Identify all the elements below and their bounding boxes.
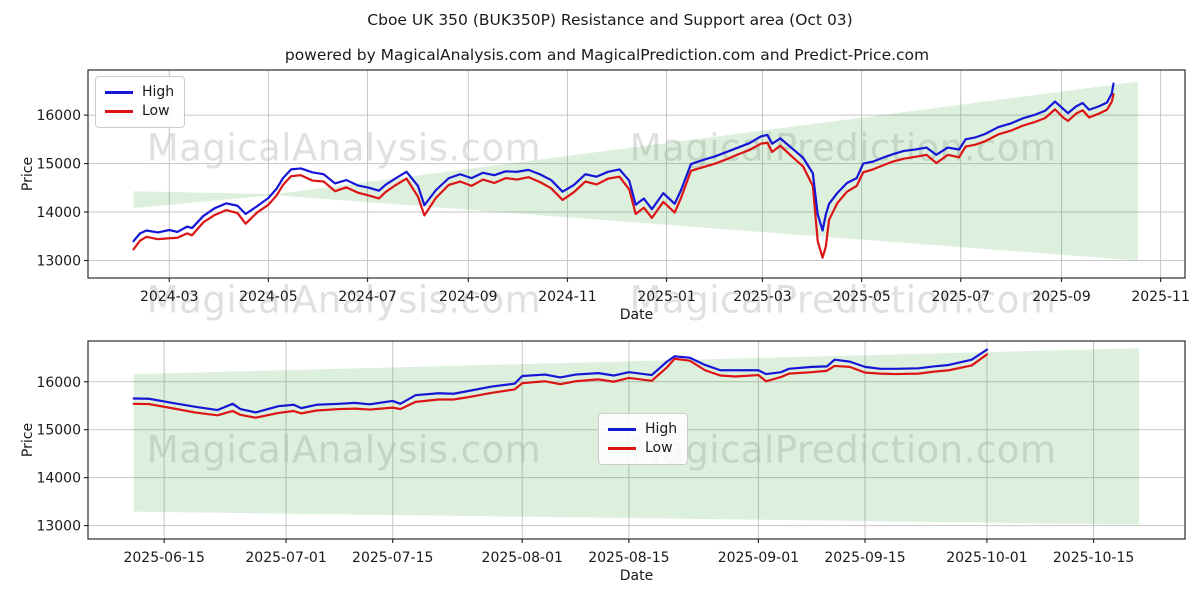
x-tick-label: 2024-07 [338, 289, 397, 305]
legend-low-line-swatch [105, 110, 133, 113]
legend-item-high: High [608, 420, 677, 439]
legend-top-chart: High Low [95, 76, 186, 128]
page-title: Cboe UK 350 (BUK350P) Resistance and Sup… [367, 11, 853, 29]
y-tick-label: 15000 [36, 157, 81, 173]
y-tick-label: 16000 [36, 375, 81, 391]
plot-border [87, 69, 1186, 279]
x-tick-label: 2025-09-15 [824, 550, 905, 566]
legend-high-line-swatch [105, 91, 133, 94]
x-tick-label: 2024-03 [140, 289, 199, 305]
x-tick-label: 2025-10-01 [946, 550, 1027, 566]
x-tick-label: 2025-06-15 [123, 550, 204, 566]
x-tick-label: 2025-05 [832, 289, 891, 305]
y-tick-label: 13000 [36, 519, 81, 535]
x-tick-label: 2025-07-15 [352, 550, 433, 566]
page-subtitle: powered by MagicalAnalysis.com and Magic… [284, 46, 930, 64]
watermark-magicalanalysis: MagicalAnalysis.com [146, 278, 542, 322]
legend-item-low: Low [105, 102, 174, 121]
plot-border [87, 340, 1186, 540]
watermark-magicalanalysis: MagicalAnalysis.com [147, 429, 541, 472]
y-tick-label: 14000 [36, 205, 81, 221]
x-tick-label: 2024-11 [538, 289, 597, 305]
x-tick-label: 2025-10-15 [1053, 550, 1134, 566]
low-line [132, 93, 1115, 259]
x-tick-label: 2025-07 [931, 289, 990, 305]
x-tick-label: 2025-03 [733, 289, 792, 305]
legend-high-line-swatch [608, 428, 636, 431]
high-line [132, 348, 989, 414]
legend-low-label: Low [142, 103, 170, 119]
legend-bottom-chart: High Low [598, 413, 689, 465]
legend-low-label: Low [645, 440, 673, 456]
legend-low-line-swatch [608, 447, 636, 450]
legend-item-low: Low [608, 439, 677, 458]
low-line [132, 353, 989, 419]
x-tick-label: 2025-11 [1131, 289, 1190, 305]
axis-label-price: Price [20, 157, 36, 191]
legend-high-label: High [142, 84, 175, 100]
x-tick-label: 2025-08-01 [482, 550, 563, 566]
watermark-magicalprediction: MagicalPrediction.com [630, 429, 1057, 472]
legend-item-high: High [105, 83, 174, 102]
x-tick-label: 2025-07-01 [245, 550, 326, 566]
watermark-magicalanalysis: MagicalAnalysis.com [146, 126, 542, 170]
x-tick-label: 2025-09 [1032, 289, 1091, 305]
x-tick-label: 2024-09 [439, 289, 498, 305]
x-tick-label: 2025-08-15 [588, 550, 669, 566]
y-tick-label: 13000 [36, 254, 81, 270]
axis-label-date: Date [620, 568, 653, 584]
y-tick-label: 15000 [36, 423, 81, 439]
x-tick-label: 2024-05 [239, 289, 298, 305]
y-tick-label: 14000 [36, 471, 81, 487]
watermark-magicalprediction: MagicalPrediction.com [629, 278, 1057, 322]
legend-high-label: High [645, 421, 678, 437]
high-line [132, 82, 1115, 243]
support-resistance-band [133, 81, 1138, 261]
x-tick-label: 2025-09-01 [718, 550, 799, 566]
axis-label-price: Price [20, 423, 36, 457]
axis-label-date: Date [620, 307, 653, 323]
x-tick-label: 2025-01 [637, 289, 696, 305]
y-tick-label: 16000 [36, 108, 81, 124]
